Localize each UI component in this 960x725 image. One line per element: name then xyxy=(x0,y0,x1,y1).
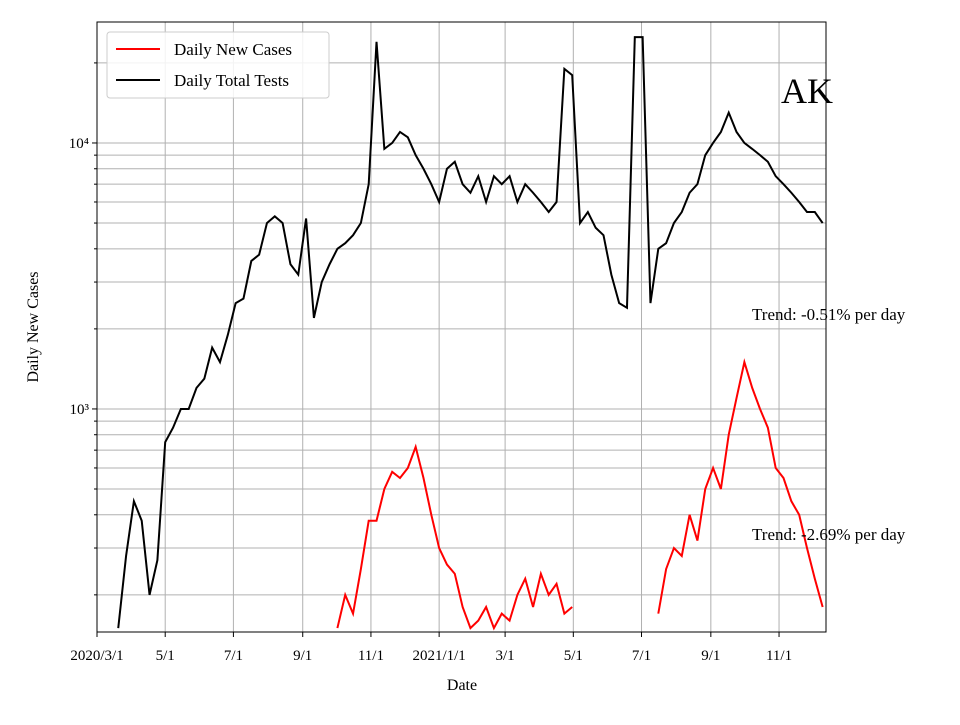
chart-title: AK xyxy=(781,71,833,111)
y-tick-label: 10³ xyxy=(70,402,90,418)
plot-frame xyxy=(96,21,827,633)
plot-lines xyxy=(117,36,824,631)
x-tick-label: 5/1 xyxy=(564,648,583,664)
series-line xyxy=(336,358,824,631)
x-tick-label: 2020/3/1 xyxy=(70,648,123,664)
legend-label: Daily Total Tests xyxy=(174,71,289,90)
grid xyxy=(96,22,826,632)
y-axis-label: Daily New Cases xyxy=(25,271,42,382)
x-tick-label: 7/1 xyxy=(632,648,651,664)
x-tick-label: 9/1 xyxy=(701,648,720,664)
legend: Daily New Cases Daily Total Tests xyxy=(106,31,330,99)
y-tick-label: 10⁴ xyxy=(69,136,89,152)
x-tick-label: 5/1 xyxy=(156,648,175,664)
x-tick-label: 11/1 xyxy=(766,648,792,664)
legend-box xyxy=(106,31,330,99)
annotation: Trend: -0.51% per day xyxy=(752,305,906,324)
x-tick-label: 3/1 xyxy=(496,648,515,664)
x-tick-label: 2021/1/1 xyxy=(412,648,465,664)
x-tick-label: 11/1 xyxy=(358,648,384,664)
legend-label: Daily New Cases xyxy=(174,40,292,59)
annotation: Trend: -2.69% per day xyxy=(752,525,906,544)
x-axis-label: Date xyxy=(447,677,477,694)
series-line xyxy=(117,36,824,629)
x-tick-label: 9/1 xyxy=(293,648,312,664)
x-tick-label: 7/1 xyxy=(224,648,243,664)
